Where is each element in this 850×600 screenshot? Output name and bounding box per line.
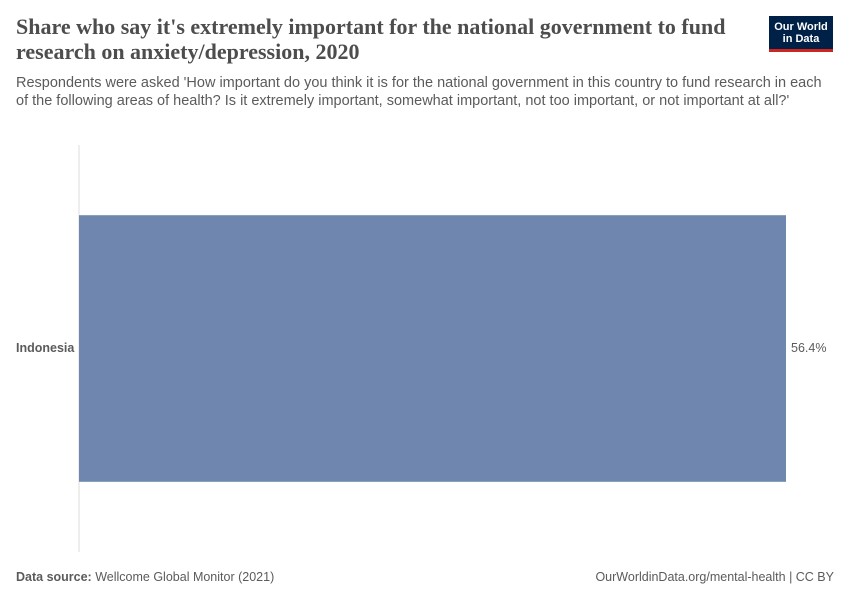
- logo-text: in Data: [782, 33, 820, 45]
- source-label: Data source:: [16, 570, 92, 584]
- chart-subtitle: Respondents were asked 'How important do…: [16, 75, 822, 109]
- logo[interactable]: Our World in Data: [769, 16, 833, 52]
- value-label: 56.4%: [791, 341, 826, 355]
- chart-title: Share who say it's extremely important f…: [16, 14, 726, 64]
- url[interactable]: OurWorldinData.org/mental-health | CC BY: [595, 570, 834, 584]
- bar: [79, 215, 786, 482]
- source-text: Wellcome Global Monitor (2021): [95, 570, 275, 584]
- y-tick-label: Indonesia: [16, 341, 75, 355]
- logo-text: Our World: [774, 21, 828, 33]
- source: Data source: Wellcome Global Monitor (20…: [16, 570, 274, 584]
